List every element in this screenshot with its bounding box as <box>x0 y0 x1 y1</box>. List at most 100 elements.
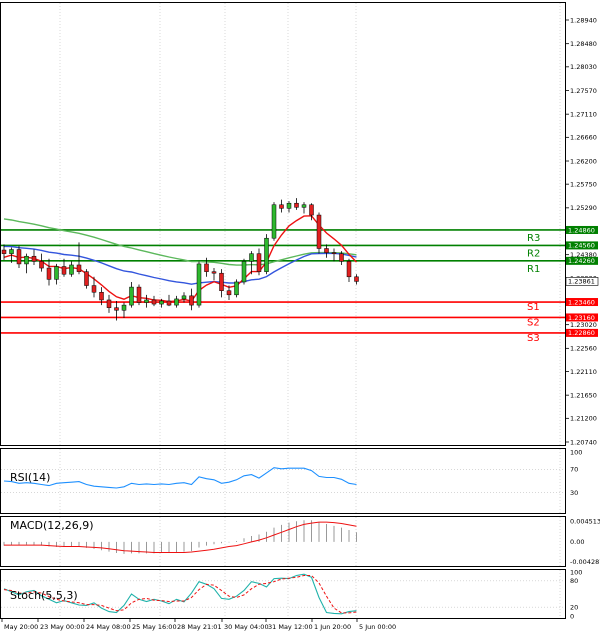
candle-body <box>324 248 329 253</box>
candle-body <box>211 271 217 274</box>
stoch-panel[interactable] <box>0 569 566 619</box>
candle-body <box>301 204 307 208</box>
rsi-label: RSI(14) <box>10 471 50 484</box>
rsi-tick-label: 30 <box>570 489 578 497</box>
candle-body <box>196 263 202 306</box>
candle-body <box>76 264 82 272</box>
candle-body <box>69 264 74 275</box>
time-tick-label: 30 May 04:00 <box>224 623 269 631</box>
time-tick-label: 31 May 12:00 <box>268 623 313 631</box>
level-value-box <box>566 313 598 322</box>
level-value-box <box>566 298 598 307</box>
candle-body <box>271 204 277 239</box>
rsi-panel[interactable] <box>0 448 566 514</box>
time-tick-label: May 20:00 <box>4 623 38 631</box>
macd-tick-label: 0.004513 <box>570 517 600 525</box>
level-value-text: 1.23160 <box>568 314 595 322</box>
stoch-tick-label: 0 <box>570 612 574 620</box>
price-tick-label: 1.28940 <box>570 16 597 24</box>
time-tick-label: 5 Jun 00:00 <box>359 623 396 631</box>
stoch-signal-line <box>3 575 357 614</box>
level-value-box <box>566 328 598 337</box>
level-value-box <box>566 256 598 265</box>
price-tick-label: 1.28480 <box>570 40 597 48</box>
level-value-text: 1.22860 <box>568 329 595 337</box>
macd-panel[interactable] <box>0 516 566 567</box>
ma-green-line <box>3 218 357 266</box>
level-value-text: 1.24860 <box>568 226 595 234</box>
candle-body <box>331 252 337 254</box>
price-tick-label: 1.27110 <box>570 110 597 118</box>
time-tick-label: 24 May 08:00 <box>86 623 131 631</box>
stoch-label: Stoch(5,5,3) <box>10 589 78 602</box>
main-price-panel[interactable] <box>0 2 566 446</box>
ma-blue-line <box>3 245 357 285</box>
candle-body <box>219 272 224 291</box>
candle-body <box>264 237 269 272</box>
candle-body <box>16 249 22 265</box>
candle-body <box>309 204 314 216</box>
candle-body <box>24 255 29 265</box>
price-tick-label: 1.22560 <box>570 345 597 353</box>
candle-body <box>226 290 232 296</box>
current-price-text: 1.23861 <box>568 278 595 286</box>
candle-body <box>84 271 89 286</box>
price-tick-label: 1.21200 <box>570 415 597 423</box>
level-name: S3 <box>527 333 540 344</box>
price-tick-label: 1.21650 <box>570 391 597 399</box>
macd-tick-label: 0.00 <box>570 538 584 546</box>
rsi-tick-label: 100 <box>570 448 582 456</box>
level-value-box <box>566 225 598 234</box>
rsi-line <box>3 467 357 489</box>
price-tick-label: 1.24380 <box>570 251 597 259</box>
candle-body <box>99 291 104 301</box>
level-name: S1 <box>527 302 540 313</box>
level-name-labels: R3 R2 R1 S1 S2 S3 <box>527 233 540 344</box>
candle-body <box>46 267 52 280</box>
candle-body <box>316 214 322 249</box>
candle-body <box>286 202 292 209</box>
candle-body <box>136 286 142 303</box>
candle-body <box>159 300 164 305</box>
price-tick-label: 1.25290 <box>570 204 597 212</box>
candle-body <box>1 249 7 254</box>
candle-body <box>144 299 149 303</box>
time-axis: May 20:00 23 May 00:00 24 May 08:00 25 May … <box>1 619 396 631</box>
price-tick-label: 1.22110 <box>570 368 597 376</box>
price-tick-label: 1.25750 <box>570 180 597 188</box>
time-tick-label: 25 May 16:00 <box>132 623 177 631</box>
level-name: R1 <box>527 264 540 275</box>
level-value-text: 1.23460 <box>568 298 595 306</box>
stoch-tick-label: 100 <box>570 568 582 576</box>
candle-body <box>151 299 157 305</box>
candle-body <box>339 253 344 262</box>
candle-body <box>174 298 179 306</box>
candle-body <box>39 261 44 269</box>
level-value-box <box>566 241 598 250</box>
level-value-labels: 1.24860 1.24560 1.24260 1.23460 1.23160 1.228… <box>566 225 598 337</box>
macd-tick-label: -0.004287 <box>570 558 600 566</box>
level-value-text: 1.24260 <box>568 257 595 265</box>
candle-body <box>279 204 284 209</box>
candle-body <box>189 295 194 306</box>
candle-body <box>249 253 254 262</box>
rsi-indicator: 70 30 100 <box>1 448 582 497</box>
macd-label: MACD(12,26,9) <box>10 519 94 532</box>
price-tick-label: 1.26200 <box>570 157 597 165</box>
price-tick-label: 1.23020 <box>570 321 597 329</box>
rsi-tick-label: 70 <box>570 466 578 474</box>
time-tick-label: 23 May 00:00 <box>40 623 85 631</box>
candle-body <box>294 202 299 208</box>
price-tick-label: 1.20740 <box>570 438 597 446</box>
candle-body <box>234 281 239 296</box>
candle-body <box>91 285 97 293</box>
price-tick-label: 1.28030 <box>570 63 597 71</box>
candle-body <box>346 261 352 278</box>
candle-body <box>61 266 67 275</box>
stoch-tick-label: 80 <box>570 577 578 585</box>
level-value-text: 1.24560 <box>568 242 595 250</box>
candle-body <box>106 299 112 308</box>
candle-body <box>181 295 187 300</box>
